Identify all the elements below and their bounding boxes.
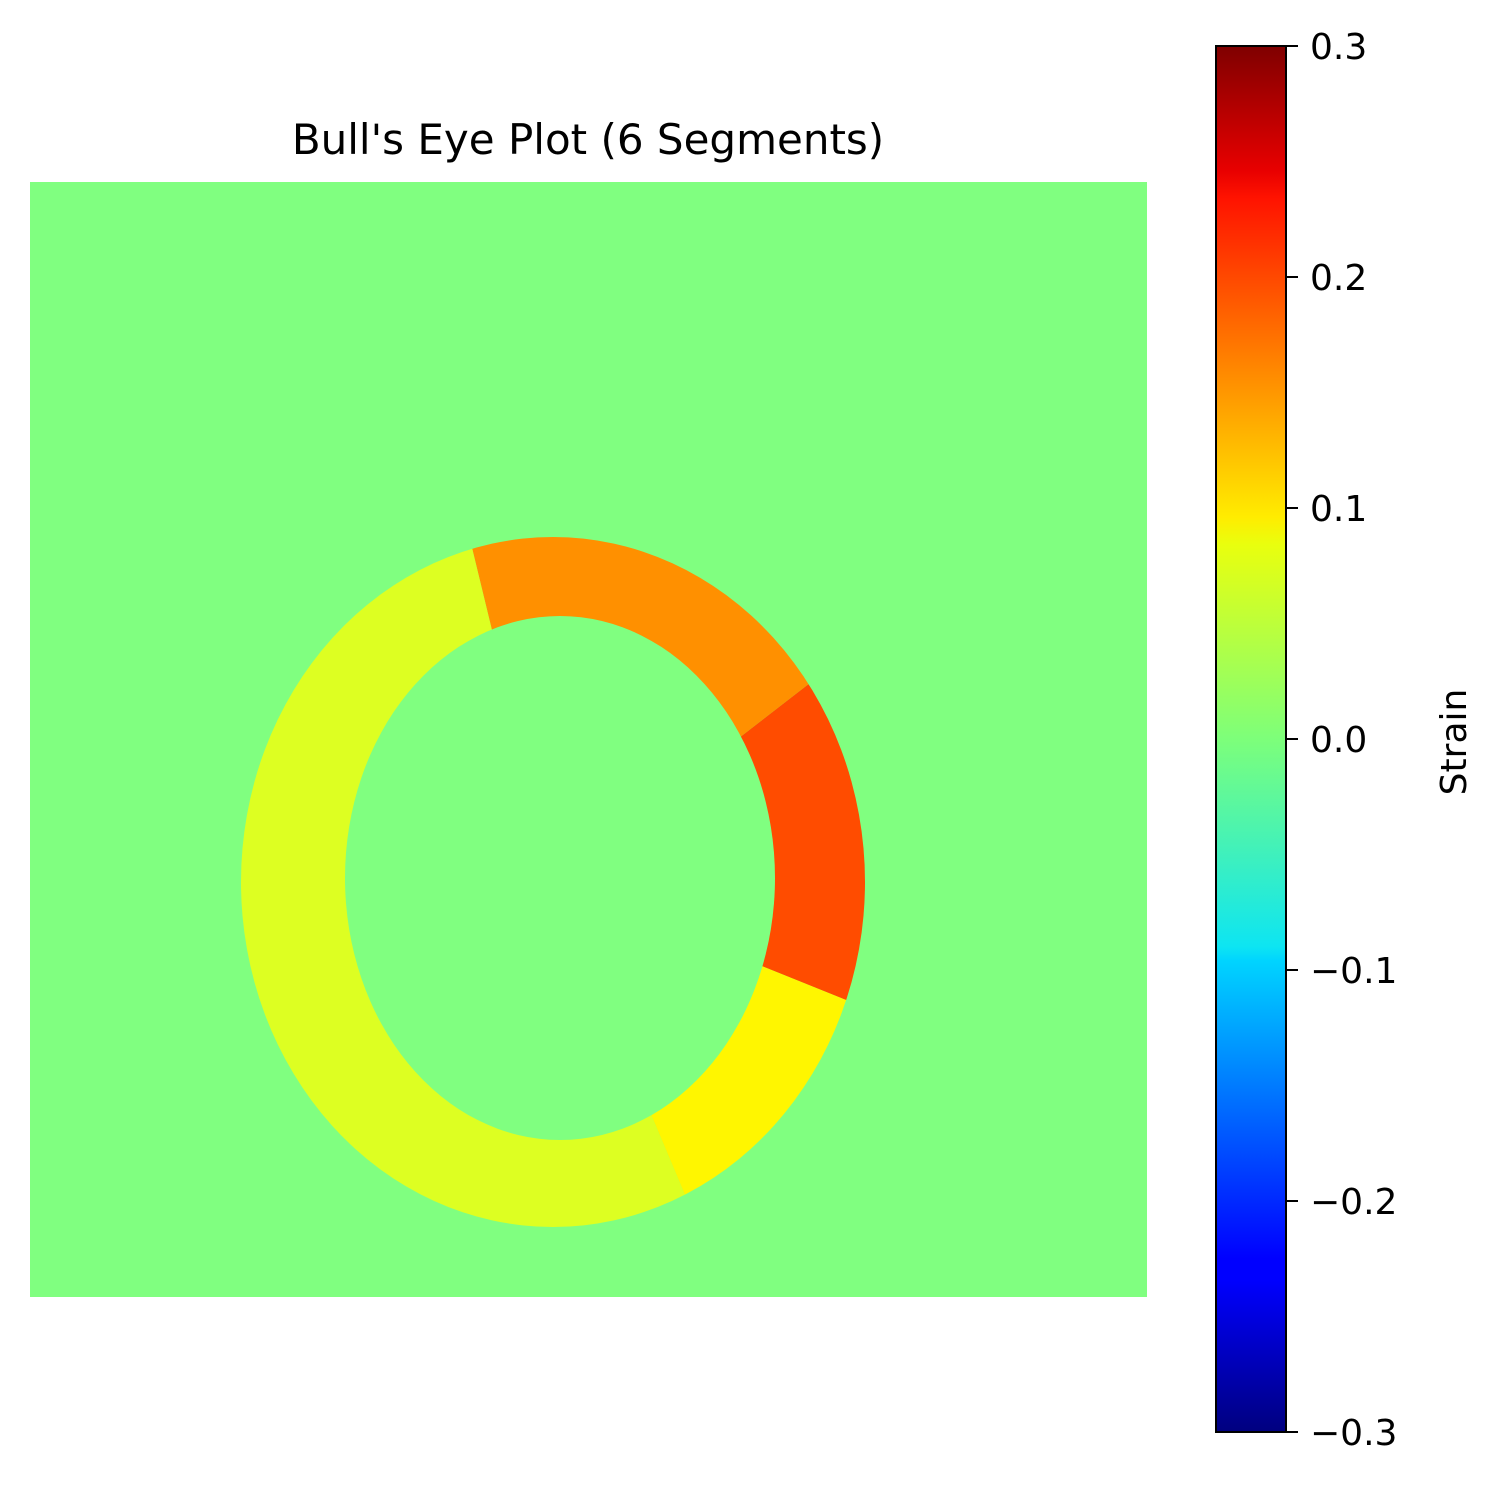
segment-1 [553,565,865,1071]
colorbar-tick-label: 0.3 [1310,27,1367,68]
colorbar-gradient [1216,46,1286,1432]
strain-map [30,182,1147,1297]
colorbar-ticks: 0.3 0.2 0.1 0.0 −0.1 −0.2 −0.3 [1286,27,1397,1454]
colorbar-tick-label: 0.2 [1310,258,1367,299]
colorbar-tick-label: 0.1 [1310,489,1367,530]
inner-cavity [345,616,775,1140]
colorbar-tick-label: −0.1 [1310,951,1397,992]
chart-title: Bull's Eye Plot (6 Segments) [292,115,884,164]
colorbar-tick-label: −0.2 [1310,1182,1397,1223]
colorbar: 0.3 0.2 0.1 0.0 −0.1 −0.2 −0.3 Strain [1215,27,1475,1454]
colorbar-tick-label: 0.0 [1310,720,1367,761]
colorbar-tick-label: −0.3 [1310,1413,1397,1454]
colorbar-label: Strain [1434,689,1475,796]
